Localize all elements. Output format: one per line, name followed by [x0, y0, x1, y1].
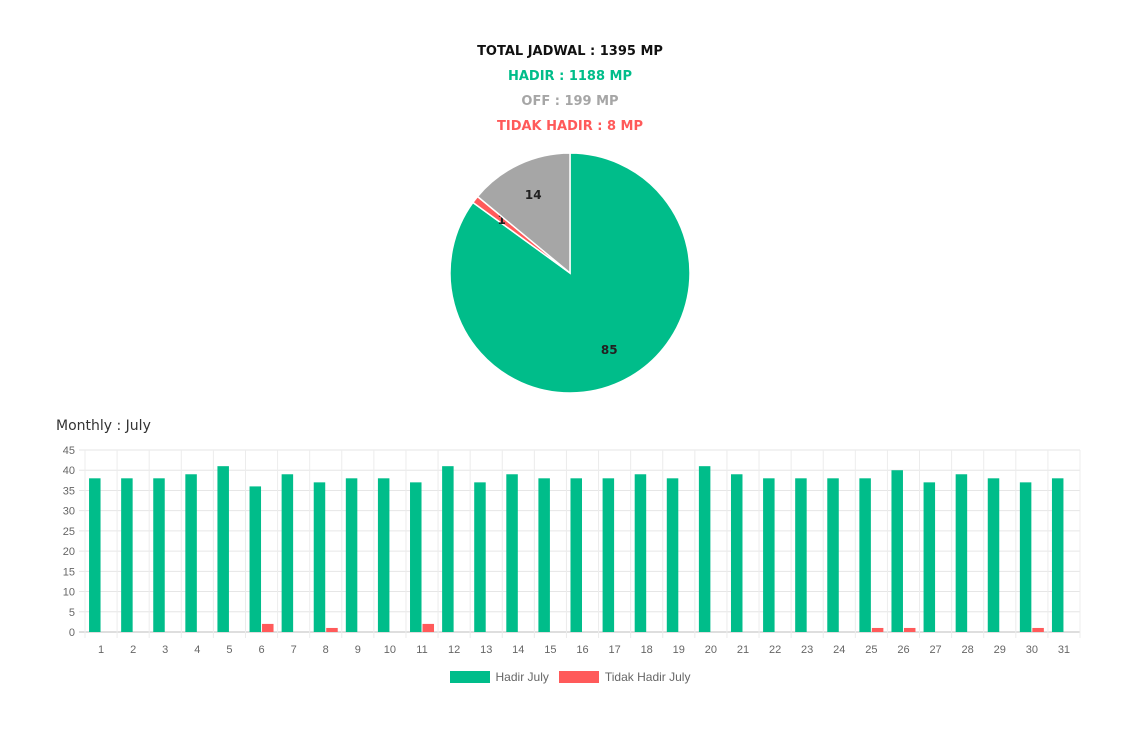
x-tick-label: 12: [448, 644, 460, 656]
y-tick-label: 40: [63, 465, 75, 477]
x-tick-label: 5: [226, 644, 232, 656]
bar-hadir[interactable]: [827, 478, 839, 632]
bar-hadir[interactable]: [763, 478, 775, 632]
x-tick-label: 22: [769, 644, 781, 656]
y-tick-label: 15: [63, 566, 75, 578]
x-tick-label: 2: [130, 644, 136, 656]
y-tick-label: 45: [63, 445, 75, 457]
bar-hadir[interactable]: [313, 482, 326, 632]
x-tick-label: 15: [544, 644, 556, 656]
x-tick-label: 26: [897, 644, 909, 656]
bar-hadir[interactable]: [89, 478, 101, 632]
bar-hadir[interactable]: [410, 482, 422, 632]
legend-item-tidak-hadir[interactable]: Tidak Hadir July: [558, 670, 691, 684]
y-tick-label: 25: [63, 526, 75, 538]
x-tick-label: 28: [962, 644, 974, 656]
x-tick-label: 9: [355, 644, 361, 656]
off-label: OFF : 199 MP: [521, 94, 619, 109]
x-tick-label: 16: [576, 644, 588, 656]
x-tick-label: 10: [384, 644, 396, 656]
bar-tidak-hadir[interactable]: [262, 623, 274, 632]
attendance-pie-chart: 85 1 14: [449, 152, 691, 394]
bar-tidak-hadir[interactable]: [422, 623, 435, 632]
legend-swatch-tidak-hadir: [558, 671, 599, 683]
bar-hadir[interactable]: [634, 474, 647, 632]
pie-data-label: 85: [601, 343, 618, 357]
bar-hadir[interactable]: [185, 474, 197, 632]
bar-hadir[interactable]: [121, 478, 133, 632]
bar-hadir[interactable]: [345, 478, 358, 632]
bar-hadir[interactable]: [570, 478, 583, 632]
legend-item-hadir[interactable]: Hadir July: [449, 670, 549, 684]
total-jadwal-label: TOTAL JADWAL : 1395 MP: [477, 44, 663, 59]
tidak-hadir-label: TIDAK HADIR : 8 MP: [496, 119, 644, 134]
x-tick-label: 7: [291, 644, 297, 656]
x-tick-label: 17: [608, 644, 620, 656]
bar-hadir[interactable]: [602, 478, 615, 632]
bar-tidak-hadir[interactable]: [871, 627, 884, 632]
y-tick-label: 5: [69, 607, 75, 619]
bar-hadir[interactable]: [891, 470, 903, 632]
bar-hadir[interactable]: [442, 466, 454, 632]
bar-hadir[interactable]: [217, 466, 229, 632]
bar-tidak-hadir[interactable]: [1032, 627, 1044, 632]
y-tick-label: 0: [69, 627, 75, 639]
bar-hadir[interactable]: [666, 478, 679, 632]
x-tick-label: 8: [323, 644, 329, 656]
legend-label-hadir: Hadir July: [495, 670, 549, 684]
bar-hadir[interactable]: [698, 466, 711, 632]
x-tick-label: 1: [98, 644, 104, 656]
bar-hadir[interactable]: [987, 478, 1000, 632]
hadir-label: HADIR : 1188 MP: [507, 69, 632, 84]
bar-hadir[interactable]: [153, 478, 165, 632]
x-tick-label: 24: [833, 644, 845, 656]
bar-hadir[interactable]: [730, 474, 743, 632]
bar-hadir[interactable]: [859, 478, 871, 632]
legend-label-tidak-hadir: Tidak Hadir July: [604, 670, 691, 684]
y-tick-label: 20: [63, 546, 75, 558]
bar-hadir[interactable]: [1051, 478, 1064, 632]
legend-swatch-hadir: [449, 671, 490, 683]
bar-tidak-hadir[interactable]: [903, 627, 916, 632]
x-tick-label: 3: [162, 644, 168, 656]
bar-hadir[interactable]: [538, 478, 550, 632]
pie-slice-14[interactable]: [476, 152, 571, 275]
x-tick-label: 14: [512, 644, 524, 656]
bar-hadir[interactable]: [249, 486, 262, 632]
x-tick-label: 11: [416, 644, 427, 656]
bar-hadir[interactable]: [506, 474, 518, 632]
bar-hadir[interactable]: [795, 478, 807, 632]
bar-hadir[interactable]: [281, 474, 294, 632]
bar-hadir[interactable]: [1019, 482, 1032, 632]
x-tick-label: 30: [1026, 644, 1038, 656]
pie-data-label: 1: [498, 213, 506, 227]
x-tick-label: 20: [705, 644, 717, 656]
x-tick-label: 13: [480, 644, 492, 656]
x-tick-label: 21: [737, 644, 749, 656]
bar-hadir[interactable]: [923, 482, 936, 632]
x-tick-label: 19: [673, 644, 685, 656]
bar-chart-legend: Hadir July Tidak Hadir July: [0, 670, 1140, 684]
bar-tidak-hadir[interactable]: [326, 627, 338, 632]
x-tick-label: 6: [258, 644, 264, 656]
bar-hadir[interactable]: [377, 478, 390, 632]
x-tick-label: 27: [929, 644, 941, 656]
monthly-title: Monthly : July: [56, 418, 151, 434]
y-tick-label: 35: [63, 485, 75, 497]
x-tick-label: 18: [641, 644, 653, 656]
bar-hadir[interactable]: [474, 482, 486, 632]
x-tick-label: 29: [994, 644, 1006, 656]
bar-hadir[interactable]: [955, 474, 968, 632]
x-tick-label: 4: [194, 644, 200, 656]
x-tick-label: 31: [1058, 644, 1070, 656]
y-tick-label: 30: [63, 506, 75, 518]
x-tick-label: 23: [801, 644, 813, 656]
x-tick-label: 25: [865, 644, 877, 656]
y-tick-label: 10: [63, 587, 75, 599]
pie-data-label: 14: [525, 188, 542, 202]
